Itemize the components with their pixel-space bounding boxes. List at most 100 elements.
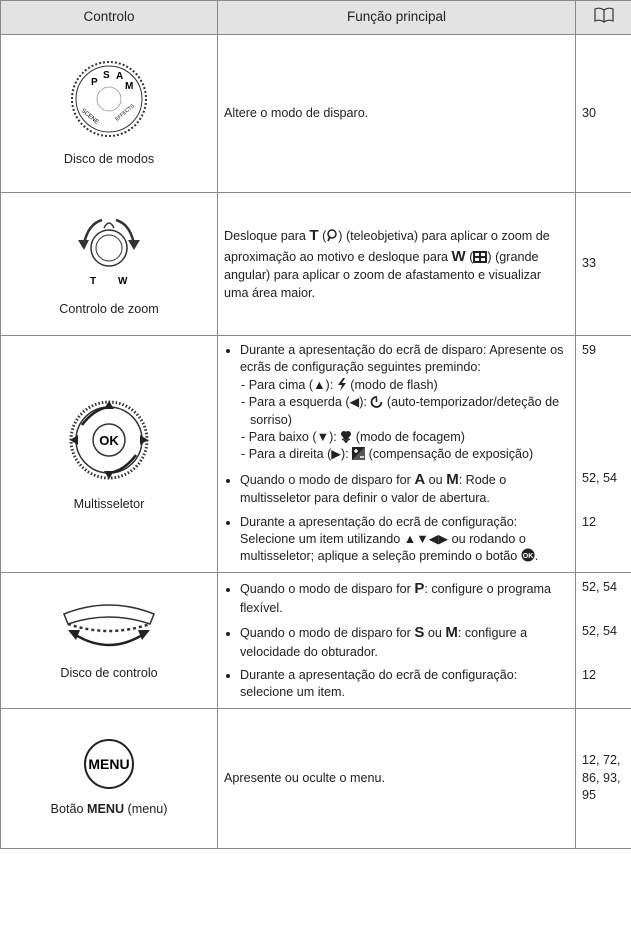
pages-cell: 52, 54	[575, 616, 631, 661]
book-icon	[593, 7, 614, 23]
function-text: Altere o modo de disparo.	[224, 105, 369, 120]
function-text: Durante a apresentação do ecrã de config…	[240, 514, 526, 564]
pages: 52, 54	[582, 623, 618, 638]
pages: 52, 54	[582, 470, 618, 485]
pages: 59	[582, 343, 597, 357]
control-cell: T W Controlo de zoom	[0, 192, 218, 336]
row-zoom: T W Controlo de zoom Desloque para T () …	[0, 192, 631, 336]
sub-list: Para cima (▲): (modo de flash) Para a es…	[240, 377, 567, 464]
control-text: Botão	[50, 802, 87, 817]
function-text: Durante a apresentação do ecrã de dispar…	[240, 343, 564, 375]
multiselector-icon: OK	[69, 400, 149, 480]
sub-item: Para baixo (▼): (modo de focagem)	[249, 429, 567, 446]
sub-item: Para a esquerda (◀): (auto-temporizador/…	[248, 394, 567, 429]
bullet-list: Durante a apresentação do ecrã de config…	[224, 514, 567, 566]
pages: 12	[582, 514, 597, 529]
dial-label: S	[103, 70, 110, 81]
pages: 52, 54	[582, 579, 618, 594]
pages: 12	[582, 667, 597, 682]
row-menu: MENU Botão MENU (menu) Apresente ou ocul…	[0, 707, 631, 849]
dial-label: P	[91, 77, 98, 88]
control-cell: P S A M SCENE EFFECTS Disco de modos	[0, 34, 218, 193]
control-text: (menu)	[124, 802, 168, 817]
row-multiselector-2: Quando o modo de disparo for A ou M: Rod…	[1, 463, 631, 508]
control-label: Disco de controlo	[60, 666, 158, 681]
function-text: Quando o modo de disparo for	[240, 625, 415, 640]
pages: 30	[582, 105, 597, 120]
bullet: Durante a apresentação do ecrã de config…	[240, 667, 567, 702]
sub-item: Para cima (▲): (modo de flash)	[248, 377, 567, 394]
function-text: M	[446, 470, 459, 488]
function-text: (auto-temporizador/deteção de sorriso)	[250, 395, 560, 427]
function-text: (modo de focagem)	[352, 429, 465, 444]
function-text: ) (teleobjetiva) para aplicar o zoom de …	[224, 228, 550, 264]
function-text: A	[414, 470, 426, 488]
bullet-list: Durante a apresentação do ecrã de config…	[224, 667, 567, 702]
function-text: (	[465, 249, 474, 264]
function-text: ou	[425, 472, 447, 487]
control-text: MENU	[86, 802, 125, 817]
function-cell: Desloque para T () (teleobjetiva) para a…	[217, 192, 576, 336]
function-text: : configure a velocidade do obturador.	[240, 625, 528, 659]
menu-button-label: MENU	[88, 756, 129, 772]
function-text: S	[414, 623, 425, 641]
pages: 33	[582, 256, 597, 271]
function-text: Durante a apresentação do ecrã de config…	[240, 667, 518, 700]
row-multiselector: OK Multisseletor Durante a apresentação …	[0, 334, 631, 573]
function-text: M	[445, 623, 458, 641]
self-timer-icon	[371, 396, 383, 409]
function-text: .	[534, 549, 539, 564]
flash-icon	[337, 377, 346, 391]
function-text: Para a esquerda (◀):	[248, 395, 371, 410]
bullet-list: Durante a apresentação do ecrã de dispar…	[224, 342, 567, 464]
thumbnail-icon	[473, 250, 488, 263]
function-text: ou	[424, 625, 446, 640]
function-text: : configure o programa flexível.	[240, 581, 552, 615]
pages-cell: 12	[575, 660, 631, 709]
function-cell: Durante a apresentação do ecrã de config…	[217, 660, 576, 709]
pages-cell: 33	[575, 192, 631, 336]
pages-cell: 12	[575, 507, 631, 573]
zoom-label: W	[118, 276, 128, 287]
dial-label: A	[116, 71, 123, 82]
pages-cell: 59	[575, 334, 631, 464]
row-control-dial: Disco de controlo Quando o modo de dispa…	[0, 571, 631, 709]
bullet: Durante a apresentação do ecrã de config…	[240, 514, 567, 566]
control-dial-icon	[63, 604, 155, 646]
exposure-icon	[352, 447, 366, 461]
function-cell: Durante a apresentação do ecrã de dispar…	[217, 334, 576, 464]
bullet-list: Quando o modo de disparo for A ou M: Rod…	[224, 470, 567, 508]
function-text: W	[451, 247, 466, 265]
control-label: Controlo de zoom	[59, 302, 159, 316]
control-label: Botão MENU (menu)	[9, 801, 209, 818]
zoom-label: T	[90, 276, 96, 287]
bullet: Quando o modo de disparo for S ou M: con…	[240, 623, 567, 661]
header-pages	[575, 0, 631, 35]
control-cell: MENU Botão MENU (menu)	[0, 707, 218, 849]
function-text: Desloque para	[224, 228, 310, 243]
bullet: Durante a apresentação do ecrã de dispar…	[240, 342, 567, 464]
function-text: Para cima (▲):	[248, 377, 337, 392]
pages-cell: 52, 54	[575, 571, 631, 617]
row-control-dial-3: Durante a apresentação do ecrã de config…	[1, 660, 631, 709]
pages-cell: 52, 54	[575, 463, 631, 508]
function-text: (compensação de exposição)	[365, 447, 534, 462]
ok-icon: OK	[521, 548, 535, 562]
dial-label: M	[125, 81, 133, 92]
ok-icon-label: OK	[522, 553, 533, 560]
header-function: Função principal	[217, 0, 576, 35]
function-cell: Quando o modo de disparo for P: configur…	[217, 571, 576, 617]
control-label: Multisseletor	[73, 496, 145, 511]
function-cell: Apresente ou oculte o menu.	[217, 707, 576, 849]
row-control-dial-2: Quando o modo de disparo for S ou M: con…	[1, 616, 631, 661]
magnifier-icon	[327, 229, 338, 242]
controls-table: Controlo Função principal P S A M SCENE …	[0, 0, 631, 849]
function-text: Quando o modo de disparo for	[240, 581, 415, 596]
zoom-control-icon: T W	[78, 218, 140, 287]
row-multiselector-3: Durante a apresentação do ecrã de config…	[1, 507, 631, 573]
pages: 12, 72, 86, 93, 95	[582, 753, 621, 802]
function-text: ) (grande angular) para aplicar o zoom d…	[224, 249, 542, 300]
function-text: Quando o modo de disparo for	[240, 472, 415, 487]
function-cell: Durante a apresentação do ecrã de config…	[217, 507, 576, 573]
